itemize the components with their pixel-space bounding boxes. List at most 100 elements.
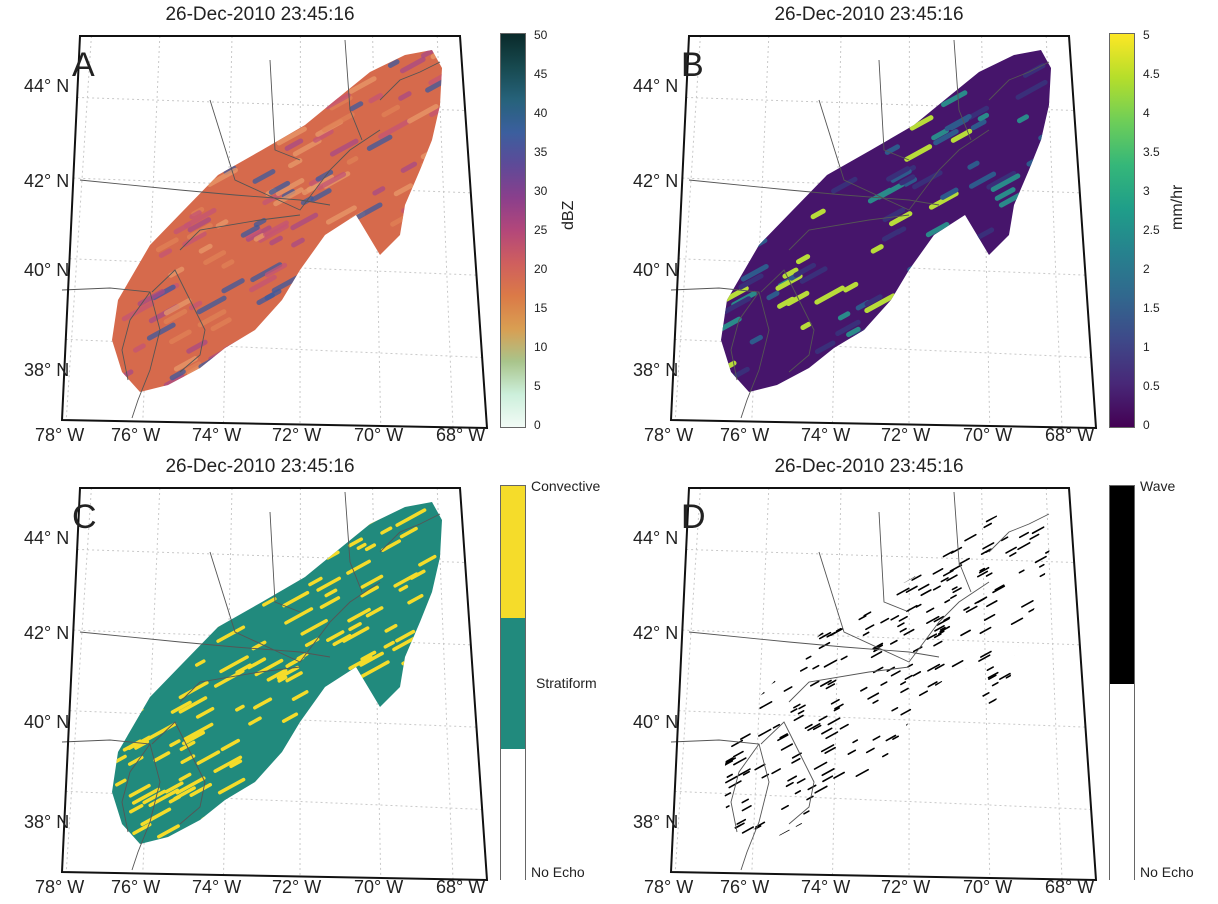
echo-streak — [737, 613, 750, 621]
echo-streak — [950, 128, 973, 143]
echo-streak — [253, 217, 267, 228]
state-borders — [670, 39, 1050, 419]
echo-streak — [818, 618, 830, 626]
echo-streak — [206, 167, 238, 187]
echo-streak — [900, 708, 912, 716]
echo-streak — [357, 775, 380, 790]
echo-streak — [777, 296, 795, 309]
echo-streak — [781, 548, 787, 552]
echo-streak — [868, 786, 881, 794]
echo-streak — [891, 546, 898, 552]
colorbar — [1109, 33, 1135, 428]
echo-streak — [840, 74, 866, 91]
echo-streak — [437, 502, 442, 511]
echo-streak — [188, 300, 203, 311]
echo-streak — [799, 666, 808, 672]
echo-streak — [829, 100, 855, 117]
echo-streak — [898, 510, 906, 515]
echo-streak — [872, 699, 879, 704]
boundary-line — [151, 721, 206, 825]
echo-streak — [992, 585, 1006, 594]
echo-streak — [326, 550, 340, 560]
echo-streak — [945, 712, 952, 717]
colorbar-label: mm/hr — [1169, 184, 1186, 230]
echo-streak — [777, 734, 789, 742]
echo-streak — [1017, 795, 1024, 800]
echo-streak — [982, 542, 995, 550]
echo-streak — [1036, 362, 1051, 380]
latitude-tick-label: 40° N — [24, 260, 70, 280]
echo-streak — [395, 320, 415, 334]
boundary-line — [209, 99, 381, 211]
echo-streak — [122, 609, 139, 621]
echo-streak — [733, 557, 740, 562]
echo-streak — [319, 596, 341, 609]
echo-streak — [1007, 745, 1015, 751]
colorbar-tick-label: 5 — [1143, 28, 1150, 42]
echo-streak — [284, 317, 315, 336]
latitude-line — [686, 548, 1075, 563]
echo-streak — [980, 714, 991, 721]
echo-streak — [797, 59, 824, 77]
echo-streak — [749, 644, 757, 650]
echo-streak — [741, 805, 752, 812]
echo-streak — [281, 712, 299, 723]
echo-streak — [908, 732, 917, 738]
echo-streak — [221, 259, 235, 269]
echo-streak — [325, 337, 342, 349]
longitude-tick-label: 68° W — [1045, 877, 1095, 897]
echo-streak — [806, 795, 814, 801]
echo-streak — [807, 368, 832, 384]
echo-streak — [814, 340, 836, 355]
longitude-tick-label: 72° W — [272, 425, 322, 445]
echo-streak — [179, 740, 196, 752]
echo-streak — [330, 358, 346, 369]
latitude-tick-label: 42° N — [633, 623, 679, 643]
echo-streak — [741, 798, 750, 804]
latitude-tick-label: 44° N — [633, 76, 679, 96]
longitude-tick-label: 76° W — [111, 425, 161, 445]
echo-streak — [944, 506, 954, 512]
echo-streak — [245, 227, 262, 239]
echo-streak — [905, 604, 918, 613]
echo-streak — [722, 296, 752, 315]
echo-streak — [878, 53, 909, 73]
echo-streak — [349, 360, 362, 370]
boundary-line — [730, 291, 760, 381]
echo-streak — [942, 50, 963, 62]
echo-streak — [892, 778, 900, 783]
echo-streak — [892, 765, 903, 772]
echo-streak — [970, 259, 993, 274]
echo-streak — [265, 366, 297, 386]
echo-streak — [269, 235, 283, 246]
echo-streak — [395, 508, 427, 527]
echo-streak — [407, 686, 437, 705]
echo-streak — [434, 180, 442, 201]
echo-streak — [426, 250, 442, 265]
echo-streak — [730, 709, 740, 716]
echo-streak — [349, 704, 371, 718]
echo-streak — [1021, 600, 1034, 608]
state-borders — [670, 491, 1050, 871]
longitude-tick-label: 70° W — [354, 425, 404, 445]
echo-streak — [996, 274, 1012, 286]
echo-streak — [381, 539, 402, 552]
echo-streak — [721, 832, 727, 838]
echo-streak — [254, 785, 267, 794]
echo-streak — [728, 644, 742, 652]
colorbar-tick-label: 0 — [534, 418, 541, 432]
echo-streak — [315, 169, 334, 182]
radar-field — [721, 503, 1051, 843]
echo-streak — [157, 502, 189, 521]
echo-streak — [182, 361, 202, 375]
echo-streak — [1014, 737, 1021, 743]
echo-streak — [790, 826, 802, 834]
boundary-line — [151, 269, 206, 373]
latitude-tick-label: 40° N — [633, 260, 679, 280]
echo-streak — [434, 676, 442, 689]
echo-streak — [331, 280, 363, 300]
echo-streak — [909, 115, 934, 131]
echo-streak — [316, 171, 347, 191]
echo-streak — [790, 708, 798, 713]
echo-streak — [155, 237, 179, 253]
